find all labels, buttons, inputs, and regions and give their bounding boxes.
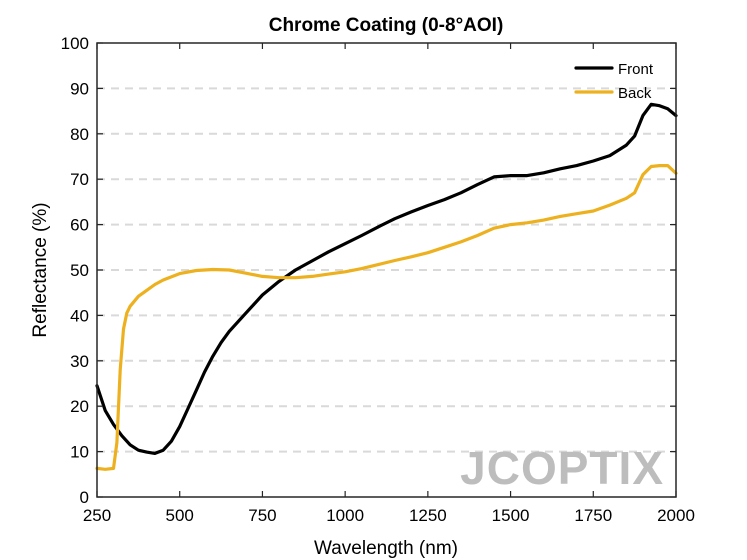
y-tick-label-40: 40 [70,306,89,325]
x-tick-label-1000: 1000 [326,506,364,525]
legend-label-front: Front [618,61,654,78]
grid-layer [97,87,676,453]
series-layer [95,102,678,471]
y-tick-label-10: 10 [70,443,89,462]
y-tick-label-20: 20 [70,397,89,416]
y-axis-label: Reflectance (%) [30,202,51,337]
x-tick-label-2000: 2000 [657,506,695,525]
series-line-front [95,102,678,455]
y-tick-label-30: 30 [70,352,89,371]
y-tick-label-70: 70 [70,170,89,189]
legend-label-back: Back [618,85,652,102]
jcoptix-watermark-logo: JCOPTIX [460,442,664,494]
y-tick-label-50: 50 [70,261,89,280]
x-tick-label-1500: 1500 [492,506,530,525]
y-tick-label-80: 80 [70,125,89,144]
legend: Front Back [574,61,654,102]
chart-title: Chrome Coating (0-8°AOI) [269,15,504,36]
x-tick-label-1250: 1250 [409,506,447,525]
y-tick-label-90: 90 [70,79,89,98]
x-tick-label-750: 750 [248,506,276,525]
x-axis-label: Wavelength (nm) [314,538,458,559]
tick-layer: 0 10 20 30 40 50 60 70 80 90 100 250 500 750 1000 1250 1… [61,34,695,525]
x-tick-label-1750: 1750 [574,506,612,525]
y-tick-label-100: 100 [61,34,89,53]
x-tick-label-250: 250 [83,506,111,525]
series-line-back [95,164,678,471]
y-tick-label-60: 60 [70,216,89,235]
y-tick-label-0: 0 [80,488,89,507]
x-tick-label-500: 500 [166,506,194,525]
